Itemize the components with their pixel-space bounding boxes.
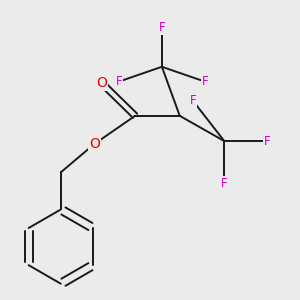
Text: F: F — [159, 21, 165, 34]
Text: F: F — [202, 75, 208, 88]
Text: O: O — [96, 76, 107, 90]
Text: F: F — [190, 94, 196, 107]
Text: F: F — [221, 177, 228, 190]
Text: O: O — [89, 137, 100, 151]
Text: F: F — [116, 75, 122, 88]
Text: F: F — [264, 135, 271, 148]
